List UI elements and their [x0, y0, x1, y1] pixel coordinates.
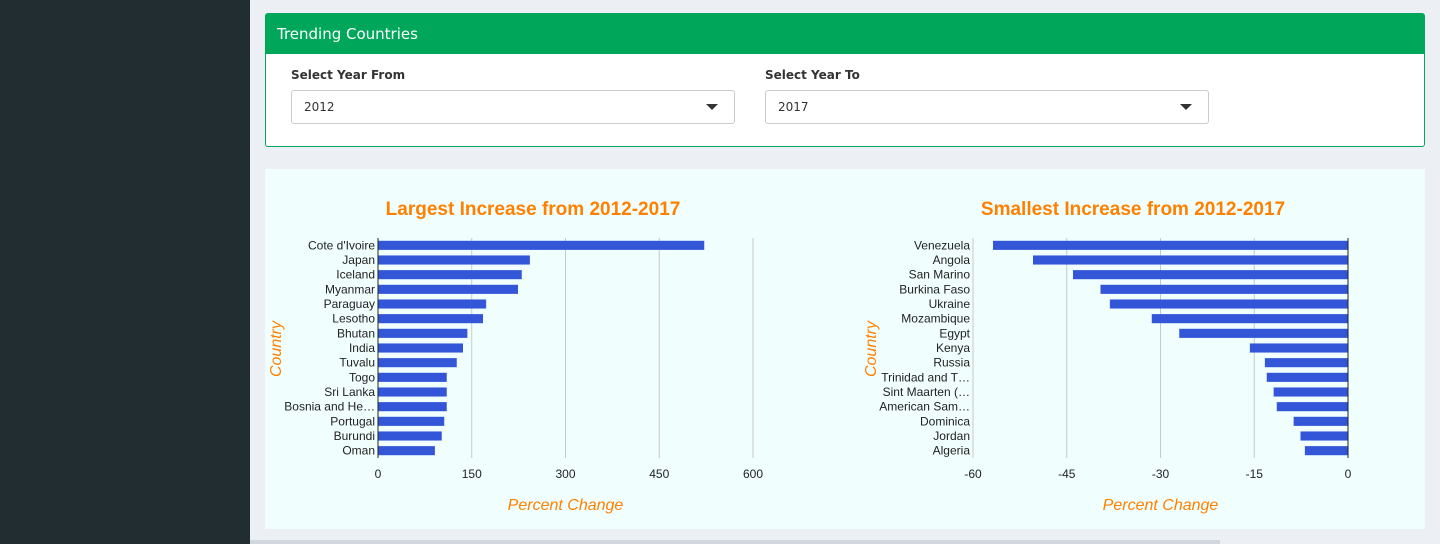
largest-category-label: Japan — [342, 253, 375, 267]
largest-category-label: Sri Lanka — [324, 385, 375, 399]
largest-bar — [378, 343, 463, 353]
smallest-x-tick-label: -30 — [1152, 467, 1170, 481]
box-title: Trending Countries — [266, 14, 1424, 54]
smallest-category-label: San Marino — [909, 268, 971, 282]
largest-y-axis-label: Country — [268, 320, 285, 377]
largest-bar — [378, 358, 457, 368]
smallest-bar — [1304, 446, 1348, 456]
year-from-label: Select Year From — [291, 68, 406, 82]
largest-x-tick-label: 450 — [649, 467, 669, 481]
largest-bar — [378, 416, 445, 426]
smallest-bar — [1300, 431, 1348, 441]
smallest-category-label: Angola — [933, 253, 971, 267]
largest-category-label: India — [349, 341, 375, 355]
smallest-bar — [1179, 328, 1348, 338]
largest-category-label: Oman — [342, 444, 375, 458]
largest-x-axis-label: Percent Change — [508, 497, 624, 514]
smallest-category-label: Mozambique — [901, 312, 970, 326]
smallest-y-axis-label: Country — [863, 320, 880, 377]
smallest-category-label: Kenya — [936, 341, 970, 355]
largest-bar — [378, 284, 518, 294]
year-from-select[interactable]: 2012 — [291, 90, 735, 124]
smallest-x-axis-label: Percent Change — [1103, 497, 1219, 514]
smallest-category-label: Burkina Faso — [899, 282, 970, 296]
chevron-down-icon — [1180, 104, 1192, 110]
smallest-bar — [993, 240, 1348, 250]
largest-category-label: Myanmar — [325, 282, 375, 296]
largest-category-label: Paraguay — [324, 297, 375, 311]
smallest-x-tick-label: -15 — [1246, 467, 1264, 481]
largest-category-label: Togo — [349, 370, 375, 384]
largest-bar — [378, 240, 705, 250]
year-to-label: Select Year To — [765, 68, 860, 82]
smallest-category-label: Trinidad and T… — [881, 370, 970, 384]
year-to-select[interactable]: 2017 — [765, 90, 1209, 124]
largest-x-tick-label: 150 — [462, 467, 482, 481]
largest-category-label: Burundi — [334, 429, 375, 443]
year-from-value: 2012 — [304, 100, 335, 114]
chevron-down-icon — [706, 104, 718, 110]
smallest-category-label: Dominica — [920, 414, 970, 428]
smallest-bar — [1264, 358, 1348, 368]
smallest-category-label: Sint Maarten (… — [883, 385, 970, 399]
year-to-value: 2017 — [778, 100, 809, 114]
smallest-bar — [1276, 402, 1348, 412]
smallest-x-tick-label: -45 — [1058, 467, 1076, 481]
smallest-x-tick-label: 0 — [1345, 467, 1352, 481]
largest-bar — [378, 328, 468, 338]
largest-category-label: Cote d'Ivoire — [308, 238, 375, 252]
largest-bar — [378, 372, 447, 382]
smallest-bar — [1266, 372, 1348, 382]
sidebar — [0, 0, 250, 544]
smallest-bar — [1073, 270, 1348, 280]
largest-chart-title: Largest Increase from 2012-2017 — [386, 199, 681, 220]
smallest-bar — [1151, 314, 1348, 324]
smallest-bar — [1033, 255, 1348, 265]
smallest-category-label: Egypt — [939, 326, 970, 340]
largest-bar — [378, 402, 447, 412]
largest-bar — [378, 446, 435, 456]
largest-category-label: Bhutan — [337, 326, 375, 340]
largest-x-tick-label: 600 — [743, 467, 763, 481]
main-content: Trending Countries Select Year From 2012… — [250, 0, 1440, 544]
largest-bar — [378, 314, 483, 324]
largest-category-label: Tuvalu — [339, 356, 375, 370]
smallest-bar — [1273, 387, 1348, 397]
smallest-bar — [1249, 343, 1348, 353]
trending-countries-box: Trending Countries Select Year From 2012… — [265, 13, 1425, 147]
smallest-x-tick-label: -60 — [964, 467, 982, 481]
largest-bar — [378, 255, 530, 265]
largest-category-label: Lesotho — [332, 312, 375, 326]
smallest-category-label: Ukraine — [929, 297, 971, 311]
largest-category-label: Iceland — [336, 268, 375, 282]
largest-bar — [378, 431, 442, 441]
scroll-shadow — [250, 540, 1220, 544]
largest-x-tick-label: 0 — [375, 467, 382, 481]
smallest-bar — [1109, 299, 1348, 309]
largest-x-tick-label: 300 — [555, 467, 575, 481]
smallest-bar — [1100, 284, 1348, 294]
smallest-chart-title: Smallest Increase from 2012-2017 — [981, 199, 1285, 220]
smallest-category-label: Jordan — [933, 429, 970, 443]
smallest-category-label: Algeria — [933, 444, 971, 458]
largest-bar — [378, 387, 447, 397]
charts-panel: 0 150 300 450 600 Cote d'Ivoire Japan Iceland My… — [265, 169, 1425, 529]
largest-category-label: Bosnia and He… — [284, 400, 375, 414]
charts-svg: 0 150 300 450 600 Cote d'IvoireJapanIcelandMy… — [268, 199, 1352, 514]
smallest-category-label: Russia — [933, 356, 970, 370]
largest-bar — [378, 270, 522, 280]
smallest-category-label: American Sam… — [879, 400, 970, 414]
largest-bar — [378, 299, 487, 309]
smallest-category-label: Venezuela — [914, 238, 970, 252]
largest-category-label: Portugal — [330, 414, 375, 428]
smallest-bar — [1293, 416, 1348, 426]
